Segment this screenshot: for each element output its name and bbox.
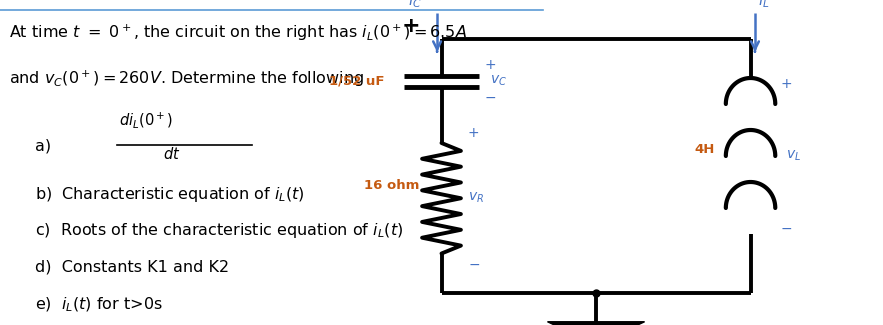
Text: 4H: 4H <box>695 143 715 156</box>
Text: c)  Roots of the characteristic equation of $i_L(t)$: c) Roots of the characteristic equation … <box>35 221 404 240</box>
Text: 1/52 uF: 1/52 uF <box>328 75 384 88</box>
Polygon shape <box>547 322 645 325</box>
Text: +: + <box>780 77 792 92</box>
Text: At time $t \ = \ 0^+$, the circuit on the right has $i_L(0^+) = 6.5A$: At time $t \ = \ 0^+$, the circuit on th… <box>9 23 467 43</box>
Text: $v_C$: $v_C$ <box>490 74 507 88</box>
Text: $-$: $-$ <box>484 90 496 104</box>
Text: +: + <box>484 58 496 72</box>
Text: and $v_C(0^+) = 260V$. Determine the following: and $v_C(0^+) = 260V$. Determine the fol… <box>9 68 364 88</box>
Text: d)  Constants K1 and K2: d) Constants K1 and K2 <box>35 260 230 275</box>
Text: $-$: $-$ <box>468 257 480 271</box>
Text: e)  $i_L(t)$ for t>0s: e) $i_L(t)$ for t>0s <box>35 296 163 314</box>
Text: +: + <box>401 16 420 36</box>
Text: $di_L(0^+)$: $di_L(0^+)$ <box>119 110 173 130</box>
Text: a): a) <box>35 139 51 154</box>
Text: $-$: $-$ <box>780 220 792 235</box>
Text: $v_L$: $v_L$ <box>786 149 801 163</box>
Text: +: + <box>468 126 479 140</box>
Text: b)  Characteristic equation of $i_L(t)$: b) Characteristic equation of $i_L(t)$ <box>35 185 305 204</box>
Text: $dt$: $dt$ <box>163 146 181 162</box>
Text: $i_C$: $i_C$ <box>408 0 422 10</box>
Text: $i_L$: $i_L$ <box>758 0 770 10</box>
Text: $v_R$: $v_R$ <box>468 191 484 205</box>
Text: 16 ohm: 16 ohm <box>364 179 419 192</box>
